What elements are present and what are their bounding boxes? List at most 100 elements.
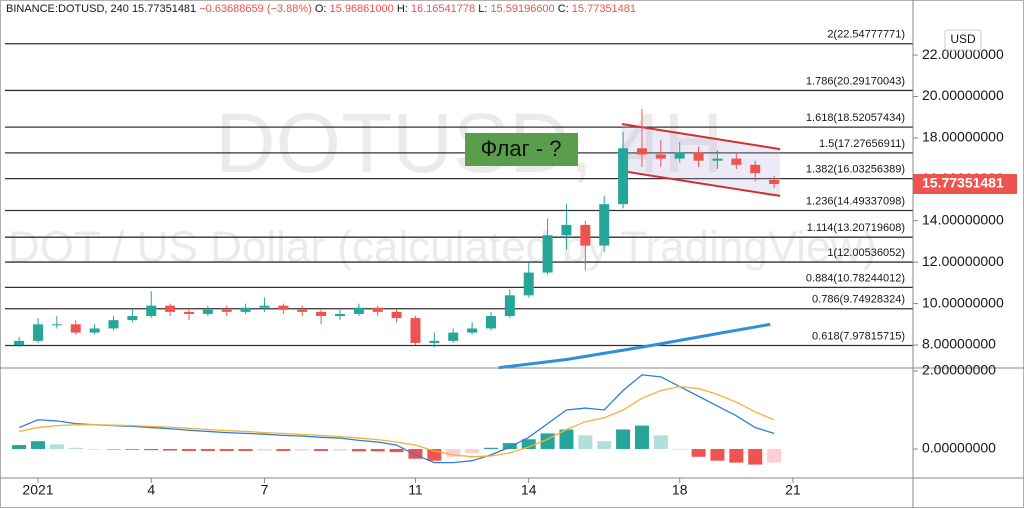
- macd-histogram-bar: [691, 448, 706, 457]
- price-change: −0.63688659 (−3.88%): [199, 3, 312, 15]
- fib-label: 2(22.54777771): [827, 29, 905, 41]
- macd-histogram-bar: [106, 448, 121, 450]
- ohlc-key: L:: [478, 3, 487, 15]
- macd-histogram-bar: [483, 447, 498, 449]
- fib-label: 0.618(7.97815715): [812, 330, 905, 342]
- macd-histogram-bar: [68, 447, 83, 449]
- macd-histogram-bar: [12, 445, 27, 449]
- fib-label: 1.114(13.20719608): [807, 222, 905, 234]
- candle-body: [108, 320, 119, 329]
- candle-body: [372, 307, 383, 312]
- macd-histogram-bar: [389, 448, 404, 453]
- candle-body: [165, 305, 176, 312]
- candle-body: [712, 158, 723, 161]
- macd-histogram-bar: [748, 448, 763, 465]
- y-tick-label: 22.00000000: [922, 46, 1004, 62]
- ohlc-value: 15.96861000: [330, 3, 394, 15]
- macd-histogram-bar: [144, 448, 159, 451]
- x-tick-label: 7: [261, 482, 269, 498]
- annotation: Флаг - ?: [481, 136, 562, 161]
- macd-histogram-bar: [276, 448, 291, 451]
- candle-body: [769, 179, 780, 185]
- channel-line: [621, 123, 781, 151]
- candle-body: [334, 313, 345, 317]
- candle-body: [127, 316, 138, 321]
- macd-histogram-bar: [578, 435, 593, 449]
- fib-label: 0.786(9.74928324): [812, 294, 905, 306]
- candle-body: [240, 307, 251, 312]
- macd-histogram-bar: [238, 448, 253, 451]
- currency: USD: [950, 32, 976, 46]
- macd-histogram-bar: [219, 448, 234, 451]
- macd-histogram-bar: [370, 448, 385, 452]
- candle-body: [51, 324, 62, 326]
- macd-y-tick-label: 0.00000000: [922, 440, 996, 456]
- candle-body: [32, 324, 43, 341]
- candle-body: [467, 328, 478, 333]
- macd-histogram-bar: [351, 448, 366, 452]
- candle-body: [202, 309, 213, 314]
- macd-histogram-bar: [502, 443, 517, 449]
- last-price: 15.77351481: [132, 3, 196, 15]
- channel-line: [621, 170, 781, 197]
- candle-body: [353, 307, 364, 314]
- y-tick-label: 20.00000000: [922, 87, 1004, 103]
- macd-histogram-bar: [87, 448, 102, 450]
- macd-histogram-bar: [521, 439, 536, 449]
- macd-histogram-bar: [672, 448, 687, 450]
- y-tick-label: 18.00000000: [922, 129, 1004, 145]
- macd-histogram-bar: [597, 441, 612, 449]
- last-price-tag: [913, 174, 1017, 195]
- candle-body: [655, 154, 666, 159]
- macd-histogram-bar: [257, 448, 272, 451]
- candle-body: [485, 316, 496, 329]
- fib-label: 1(12.00536052): [827, 247, 905, 259]
- candle-body: [618, 148, 629, 205]
- candle-body: [70, 324, 81, 333]
- macd-histogram-bar: [30, 441, 45, 449]
- candle-body: [259, 305, 270, 308]
- fib-label: 1.382(16.03256389): [806, 164, 905, 176]
- macd-histogram-bar: [181, 448, 196, 451]
- candle-body: [297, 309, 308, 312]
- macd-histogram-bar: [616, 429, 631, 449]
- candle-body: [561, 224, 572, 236]
- candle-body: [448, 332, 459, 341]
- y-tick-label: 12.00000000: [922, 253, 1004, 269]
- y-tick-label: 14.00000000: [922, 211, 1004, 227]
- candle-body: [542, 235, 553, 273]
- candle-body: [580, 224, 591, 246]
- candle-body: [504, 295, 515, 317]
- currency-box: [944, 29, 982, 51]
- macd-histogram-bar: [125, 448, 140, 450]
- y-tick-label: 8.00000000: [922, 336, 996, 352]
- macd-histogram-bar: [767, 448, 782, 463]
- macd-histogram-bar: [408, 448, 423, 459]
- macd-line: [18, 374, 775, 464]
- ohlc-value: 15.77351481: [572, 3, 636, 15]
- fib-label: 1.786(20.29170043): [806, 75, 905, 87]
- candle-body: [391, 311, 402, 319]
- macd-histogram-bar: [710, 448, 725, 461]
- candle-body: [278, 305, 289, 310]
- candle-body: [14, 340, 25, 346]
- macd-histogram-bar: [332, 448, 347, 451]
- macd-histogram-bar: [729, 448, 744, 463]
- candle-body: [731, 158, 742, 165]
- watermark-subtitle: DOT / US Dollar (calculated by TradingVi…: [8, 223, 877, 272]
- x-tick-label: 11: [408, 482, 423, 498]
- macd-histogram-bar: [634, 425, 649, 449]
- candle-body: [750, 164, 761, 174]
- candle-body: [221, 309, 232, 312]
- macd-histogram-bar: [295, 448, 310, 451]
- macd-histogram-bar: [163, 448, 178, 451]
- candle-body: [636, 148, 647, 155]
- fib-label: 1.5(17.27656911): [819, 138, 905, 150]
- ohlc-key: O:: [315, 3, 327, 15]
- macd-histogram-bar: [200, 448, 215, 451]
- macd-histogram-bar: [314, 448, 329, 451]
- last-price-label: 15.77351481: [922, 175, 1004, 191]
- x-tick-label: 4: [147, 482, 155, 498]
